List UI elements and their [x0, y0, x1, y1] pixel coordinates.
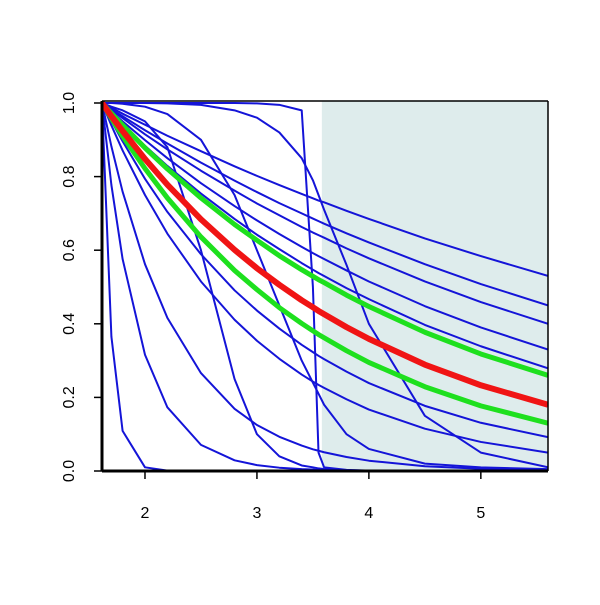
series-line — [102, 102, 548, 307]
axes: 2 3 4 5 0.0 0.2 0.4 0.6 0.8 1.0 — [61, 92, 549, 522]
y-tick-label: 0.6 — [61, 239, 78, 261]
plot-area — [102, 101, 548, 471]
series-line — [102, 101, 548, 408]
series-line — [102, 102, 548, 471]
series-line — [102, 102, 548, 471]
series-line — [102, 101, 548, 378]
x-tick-label: 4 — [364, 505, 373, 522]
series-line — [102, 102, 548, 351]
series-line — [102, 102, 548, 277]
x-tick-label: 3 — [252, 505, 261, 522]
series-line — [102, 102, 548, 325]
x-tick-label: 5 — [476, 505, 485, 522]
series-line — [102, 102, 548, 469]
y-tick-label: 1.0 — [61, 92, 78, 114]
y-tick-label: 0.0 — [61, 460, 78, 482]
series-line — [102, 102, 548, 471]
series-line — [102, 102, 548, 454]
series-line — [102, 101, 548, 426]
series-line — [102, 102, 548, 439]
y-tick-label: 0.2 — [61, 386, 78, 408]
y-tick-label: 0.4 — [61, 313, 78, 335]
x-tick-label: 2 — [141, 505, 150, 522]
y-tick-label: 0.8 — [61, 165, 78, 187]
